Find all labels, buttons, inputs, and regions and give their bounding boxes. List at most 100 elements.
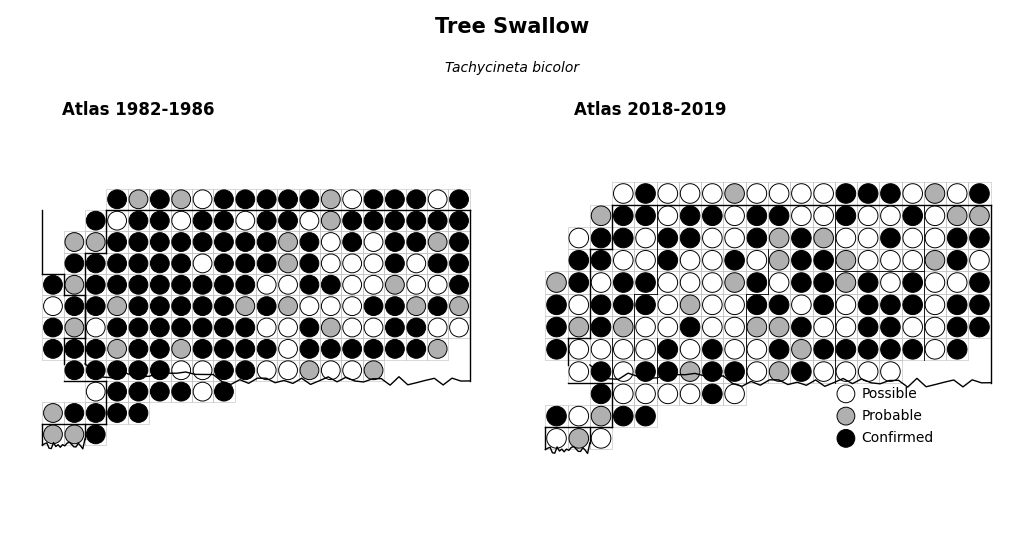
Bar	[656, 272, 679, 293]
Bar	[880, 338, 901, 361]
Circle shape	[547, 295, 566, 315]
Circle shape	[65, 361, 84, 380]
Text: Atlas 1982-1986: Atlas 1982-1986	[62, 101, 214, 119]
Circle shape	[769, 228, 788, 248]
Bar	[427, 231, 449, 253]
Bar	[567, 316, 590, 338]
Bar	[768, 249, 791, 272]
Circle shape	[236, 233, 255, 252]
Bar	[406, 296, 427, 317]
Bar	[213, 210, 234, 231]
Circle shape	[658, 295, 678, 315]
Bar	[42, 296, 63, 317]
Circle shape	[947, 295, 967, 315]
Bar	[85, 424, 106, 445]
Circle shape	[108, 382, 127, 401]
Bar	[635, 316, 656, 338]
Circle shape	[658, 250, 678, 270]
Circle shape	[748, 295, 767, 315]
Circle shape	[769, 273, 788, 292]
Bar	[150, 231, 171, 253]
Bar	[679, 293, 701, 316]
Bar	[234, 210, 256, 231]
Bar	[299, 338, 321, 359]
Bar	[724, 249, 745, 272]
Circle shape	[44, 425, 62, 444]
Circle shape	[65, 233, 84, 252]
Bar	[406, 210, 427, 231]
Circle shape	[407, 276, 426, 294]
Circle shape	[236, 297, 255, 315]
Circle shape	[591, 250, 611, 270]
Circle shape	[569, 339, 589, 359]
Circle shape	[658, 206, 678, 225]
Circle shape	[814, 206, 834, 225]
Circle shape	[970, 206, 989, 225]
Circle shape	[792, 295, 811, 315]
Bar	[256, 296, 278, 317]
Circle shape	[702, 384, 722, 404]
Circle shape	[428, 339, 447, 358]
Bar	[812, 227, 835, 249]
Bar	[901, 338, 924, 361]
Circle shape	[658, 318, 678, 337]
Bar	[946, 272, 969, 293]
Circle shape	[65, 318, 84, 337]
Bar	[969, 249, 990, 272]
Bar	[256, 338, 278, 359]
Bar	[362, 296, 384, 317]
Circle shape	[591, 406, 611, 426]
Bar	[171, 231, 191, 253]
Bar	[278, 188, 299, 210]
Circle shape	[569, 228, 589, 248]
Bar	[901, 249, 924, 272]
Bar	[171, 338, 191, 359]
Bar	[171, 274, 191, 296]
Circle shape	[925, 295, 945, 315]
Bar	[106, 381, 128, 402]
Bar	[791, 361, 812, 383]
Bar	[880, 182, 901, 205]
Bar	[213, 359, 234, 381]
Circle shape	[925, 206, 945, 225]
Bar	[256, 188, 278, 210]
Bar	[449, 210, 470, 231]
Bar	[590, 383, 612, 405]
Bar	[612, 182, 635, 205]
Circle shape	[300, 318, 318, 337]
Bar	[427, 296, 449, 317]
Circle shape	[450, 190, 468, 209]
Circle shape	[215, 382, 233, 401]
Bar	[256, 359, 278, 381]
Bar	[880, 205, 901, 227]
Circle shape	[591, 384, 611, 404]
Bar	[546, 427, 567, 449]
Bar	[901, 205, 924, 227]
Circle shape	[613, 250, 633, 270]
Circle shape	[970, 250, 989, 270]
Bar	[213, 188, 234, 210]
Circle shape	[236, 318, 255, 337]
Circle shape	[792, 273, 811, 292]
Circle shape	[658, 362, 678, 381]
Circle shape	[385, 318, 404, 337]
Bar	[835, 293, 857, 316]
Bar	[362, 359, 384, 381]
Bar	[341, 231, 362, 253]
Bar	[384, 253, 406, 274]
Circle shape	[591, 273, 611, 292]
Bar	[612, 227, 635, 249]
Circle shape	[257, 339, 276, 358]
Circle shape	[569, 318, 589, 337]
Circle shape	[65, 276, 84, 294]
Bar	[384, 338, 406, 359]
Bar	[546, 405, 567, 427]
Bar	[234, 359, 256, 381]
Bar	[835, 338, 857, 361]
Bar	[635, 272, 656, 293]
Circle shape	[858, 295, 878, 315]
Circle shape	[814, 250, 834, 270]
Circle shape	[569, 362, 589, 381]
Bar	[150, 296, 171, 317]
Circle shape	[658, 184, 678, 203]
